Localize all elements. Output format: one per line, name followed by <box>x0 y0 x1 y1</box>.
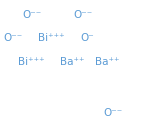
Text: O⁻: O⁻ <box>80 33 94 43</box>
Text: O⁻⁻: O⁻⁻ <box>73 10 92 20</box>
Text: Ba⁺⁺: Ba⁺⁺ <box>95 57 120 67</box>
Text: Bi⁺⁺⁺: Bi⁺⁺⁺ <box>38 33 65 43</box>
Text: O⁻⁻: O⁻⁻ <box>103 108 122 118</box>
Text: Bi⁺⁺⁺: Bi⁺⁺⁺ <box>18 57 45 67</box>
Text: O⁻⁻: O⁻⁻ <box>22 10 41 20</box>
Text: O⁻⁻: O⁻⁻ <box>3 33 22 43</box>
Text: Ba⁺⁺: Ba⁺⁺ <box>60 57 84 67</box>
